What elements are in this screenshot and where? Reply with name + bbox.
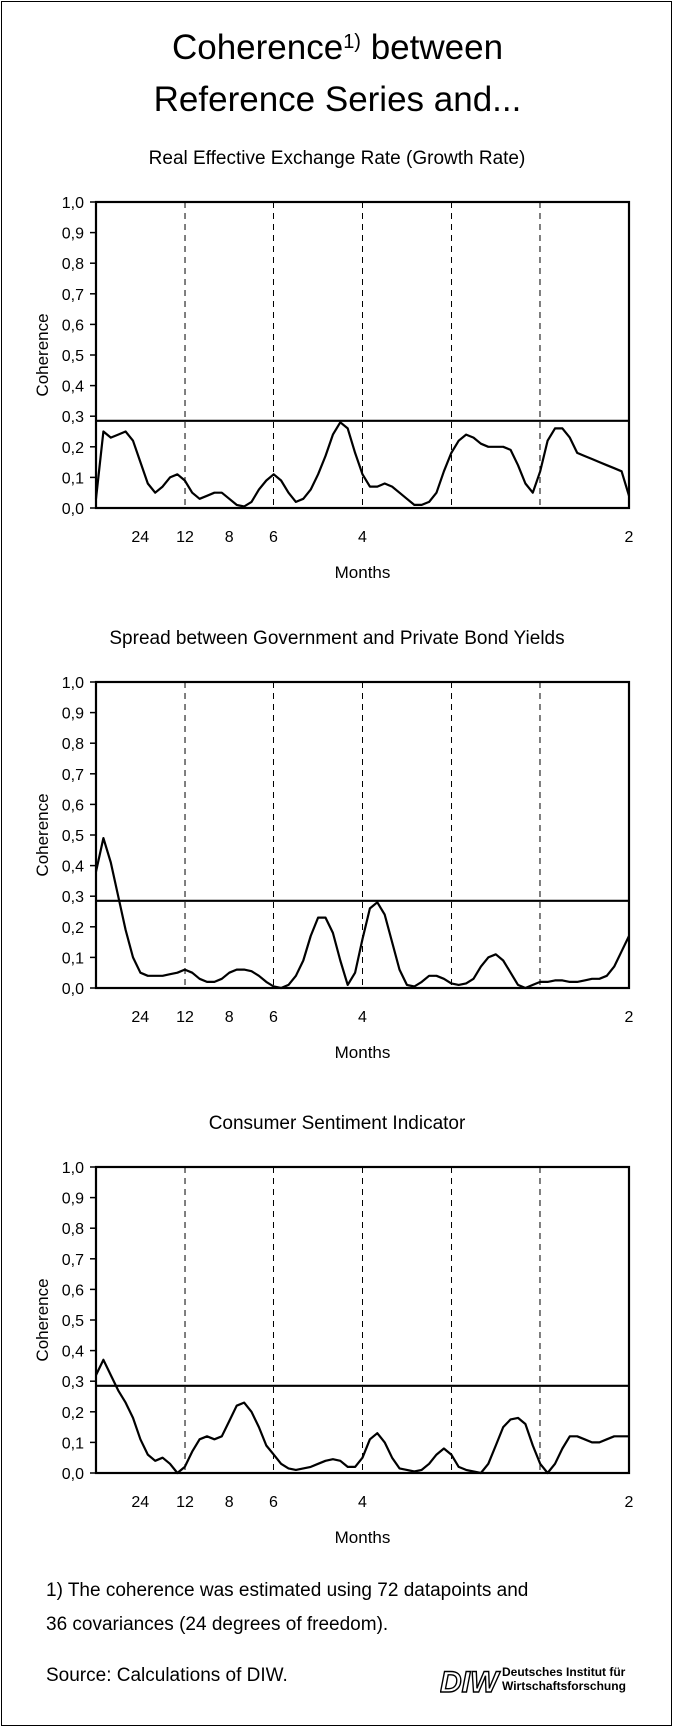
x-tick-label: 24: [131, 529, 149, 546]
y-tick-label: 0,0: [62, 981, 84, 998]
y-tick-label: 0,7: [62, 287, 84, 304]
y-tick-label: 0,6: [62, 797, 84, 814]
y-tick-label: 0,5: [62, 348, 84, 365]
diw-logo-mark: DIW: [440, 1666, 501, 1699]
x-tick-label: 6: [269, 1009, 278, 1026]
y-tick-label: 0,0: [62, 1466, 84, 1483]
x-tick-label: 24: [131, 1494, 149, 1511]
diw-logo-line1: Deutsches Institut für: [502, 1665, 626, 1679]
y-tick-label: 1,0: [62, 1160, 84, 1177]
y-axis-label: Coherence: [33, 793, 52, 876]
x-tick-label: 2: [625, 1009, 634, 1026]
chart-exchange-rate: Real Effective Exchange Rate (Growth Rat…: [33, 148, 634, 582]
x-tick-label: 12: [176, 1494, 194, 1511]
y-tick-label: 1,0: [62, 195, 84, 212]
y-tick-label: 0,1: [62, 470, 84, 487]
x-tick-label: 4: [358, 1494, 367, 1511]
y-tick-label: 0,4: [62, 379, 84, 396]
y-tick-label: 0,8: [62, 736, 84, 753]
figure-title-line2: Reference Series and...: [153, 80, 522, 119]
y-tick-label: 0,0: [62, 501, 84, 518]
y-tick-label: 0,1: [62, 1435, 84, 1452]
y-axis-label: Coherence: [33, 313, 52, 396]
diw-logo-line2: Wirtschaftsforschung: [502, 1679, 626, 1693]
y-tick-label: 0,5: [62, 1313, 84, 1330]
x-axis-label: Months: [335, 1528, 391, 1547]
y-tick-label: 0,2: [62, 1405, 84, 1422]
figure-title-line1: Coherence1) between: [171, 28, 504, 67]
y-tick-label: 0,2: [62, 920, 84, 937]
coherence-series-line: [94, 421, 631, 508]
x-tick-label: 24: [131, 1009, 149, 1026]
coherence-series-line: [94, 837, 630, 990]
footnote-line-2: 36 covariances (24 degrees of freedom).: [46, 1614, 389, 1635]
y-tick-label: 0,8: [62, 1221, 84, 1238]
x-tick-label: 6: [269, 1494, 278, 1511]
plot-area-frame: [94, 200, 631, 510]
y-tick-label: 0,7: [62, 1252, 84, 1269]
y-tick-label: 0,3: [62, 889, 84, 906]
chart-bond-spread: Spread between Government and Private Bo…: [33, 628, 634, 1062]
chart-title: Consumer Sentiment Indicator: [209, 1113, 466, 1134]
x-tick-label: 2: [625, 1494, 634, 1511]
x-tick-label: 8: [225, 529, 234, 546]
y-tick-label: 0,9: [62, 226, 84, 243]
y-tick-label: 0,7: [62, 767, 84, 784]
chart-title: Real Effective Exchange Rate (Growth Rat…: [149, 148, 526, 169]
y-tick-label: 0,8: [62, 256, 84, 273]
y-tick-label: 0,9: [62, 706, 84, 723]
footnote-marker: 1): [343, 31, 361, 53]
source-note: Source: Calculations of DIW.: [46, 1665, 288, 1686]
x-tick-label: 4: [358, 1009, 367, 1026]
y-tick-label: 0,3: [62, 409, 84, 426]
x-tick-label: 8: [225, 1009, 234, 1026]
y-tick-label: 1,0: [62, 675, 84, 692]
y-axis-label: Coherence: [33, 1278, 52, 1361]
diw-logo: DIW Deutsches Institut für Wirtschaftsfo…: [440, 1665, 626, 1700]
y-tick-label: 0,6: [62, 1282, 84, 1299]
plot-area-frame: [94, 1165, 631, 1475]
chart-title: Spread between Government and Private Bo…: [109, 628, 564, 649]
chart-consumer-sentiment: Consumer Sentiment Indicator 1,0 0,9 0,8 0,7…: [33, 1113, 634, 1547]
y-tick-label: 0,4: [62, 1344, 84, 1361]
y-tick-label: 0,2: [62, 440, 84, 457]
x-axis-label: Months: [335, 563, 391, 582]
x-tick-label: 12: [176, 1009, 194, 1026]
y-tick-label: 0,6: [62, 317, 84, 334]
x-tick-label: 4: [358, 529, 367, 546]
x-tick-label: 12: [176, 529, 194, 546]
y-tick-label: 0,1: [62, 950, 84, 967]
x-tick-label: 6: [269, 529, 278, 546]
x-tick-label: 2: [625, 529, 634, 546]
y-tick-label: 0,4: [62, 859, 84, 876]
footnote-line-1: 1) The coherence was estimated using 72 …: [46, 1580, 529, 1601]
coherence-series-line: [95, 1358, 629, 1475]
y-tick-label: 0,3: [62, 1374, 84, 1391]
y-tick-label: 0,5: [62, 828, 84, 845]
x-axis-label: Months: [335, 1043, 391, 1062]
x-tick-label: 8: [225, 1494, 234, 1511]
plot-area-frame: [94, 680, 631, 990]
y-tick-label: 0,9: [62, 1191, 84, 1208]
